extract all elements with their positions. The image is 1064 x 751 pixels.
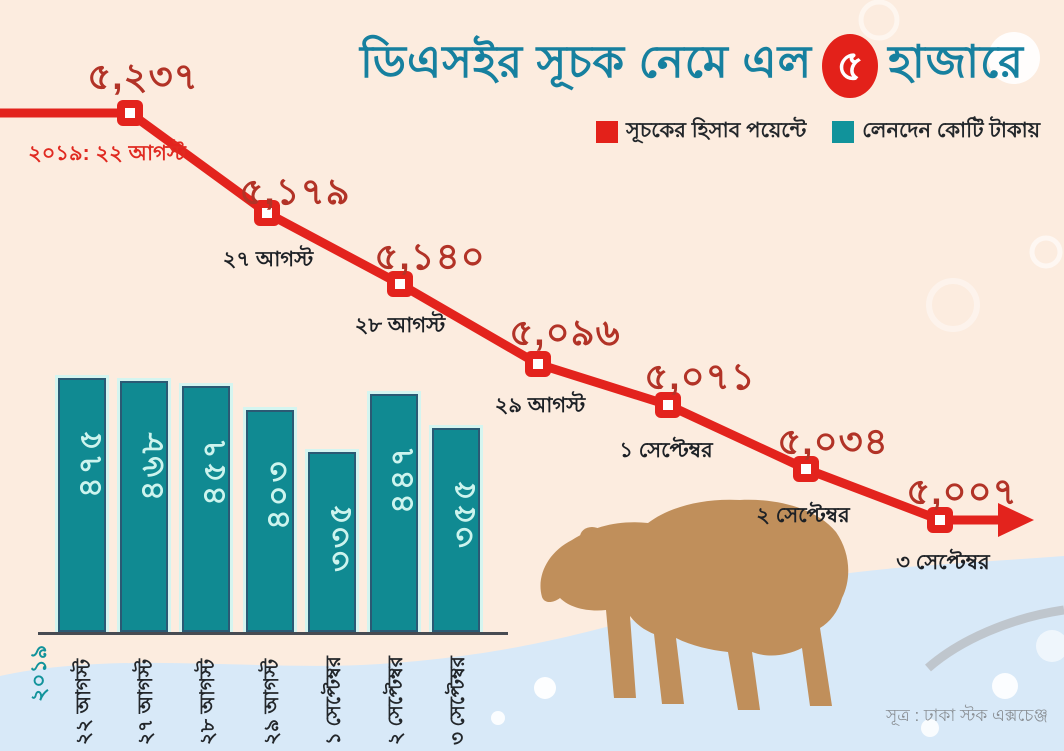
legend-item-index: সূচকের হিসাব পয়েন্টে: [596, 114, 806, 149]
legend-item-turnover: লেনদেন কোটি টাকায়: [832, 114, 1040, 149]
swoosh-decoration: [925, 605, 1064, 672]
chart-legend: সূচকের হিসাব পয়েন্টে লেনদেন কোটি টাকায়: [596, 114, 1064, 149]
turnover-bar: ৩৩৫: [308, 452, 358, 632]
red-square-icon: [596, 120, 618, 143]
bubble-decoration: [926, 278, 980, 332]
title-text-pre: ডিএসইর সূচক নেমে এল: [360, 36, 813, 87]
bear-icon: [540, 499, 849, 710]
line-point-marker-center: [533, 359, 543, 369]
bubble-decoration: [1029, 235, 1063, 269]
line-point-marker-center: [935, 515, 945, 525]
legend-label-turnover: লেনদেন কোটি টাকায়: [862, 119, 1041, 142]
turnover-bar: ৪৭৫: [58, 378, 108, 632]
bubble-decoration: [992, 673, 1018, 699]
title-circle-badge: ৫: [822, 33, 879, 98]
turnover-bar: ৪৪৭: [370, 394, 420, 632]
bubble-decoration: [988, 32, 1040, 84]
line-point-marker-center: [663, 400, 673, 410]
legend-label-index: সূচকের হিসাব পয়েন্টে: [626, 119, 807, 142]
source-credit: সূত্র : ঢাকা স্টক এক্সচেঞ্জ: [886, 706, 1048, 725]
teal-square-icon: [832, 120, 855, 143]
turnover-bar: ৪৫৭: [182, 386, 232, 632]
line-point-marker-center: [125, 108, 135, 118]
index-line: [0, 108, 1002, 525]
turnover-bar: ৪৬৮: [120, 381, 170, 632]
bubble-decoration: [858, 0, 900, 41]
bubble-decoration: [921, 719, 939, 737]
title-text-post: হাজারে: [888, 36, 1024, 87]
bubble-decoration: [491, 711, 505, 725]
line-point-marker-center: [395, 279, 405, 289]
line-point-marker-center: [262, 208, 272, 218]
turnover-bar: ৩৫৫: [432, 428, 482, 632]
bubble-decoration: [1036, 630, 1064, 662]
bubble-decoration: [534, 677, 556, 699]
line-arrowhead-icon: [998, 503, 1034, 537]
baseline-axis: [38, 632, 508, 635]
turnover-bar: ৪০৩: [246, 410, 296, 632]
page-title: ডিএসইর সূচক নেমে এল ৫ হাজারে: [330, 28, 1054, 103]
line-point-marker-center: [801, 464, 811, 474]
